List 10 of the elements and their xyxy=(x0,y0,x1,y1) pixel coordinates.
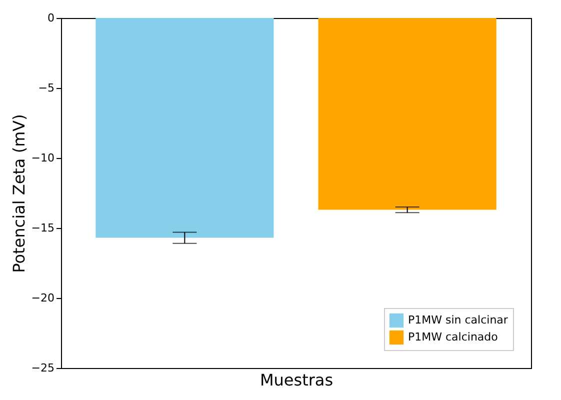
y-tick-label: −20 xyxy=(31,292,54,304)
y-tick-label: −15 xyxy=(31,222,54,234)
x-axis-title: Muestras xyxy=(260,370,334,390)
y-tick-label: −5 xyxy=(38,82,54,94)
y-axis-title: Potencial Zeta (mV) xyxy=(9,114,28,273)
y-tick-label: −10 xyxy=(31,152,54,164)
y-tick-label: −25 xyxy=(31,362,54,374)
y-tick-label: 0 xyxy=(48,12,54,24)
legend-label: P1MW sin calcinar xyxy=(408,314,508,326)
legend-label: P1MW calcinado xyxy=(408,330,498,344)
